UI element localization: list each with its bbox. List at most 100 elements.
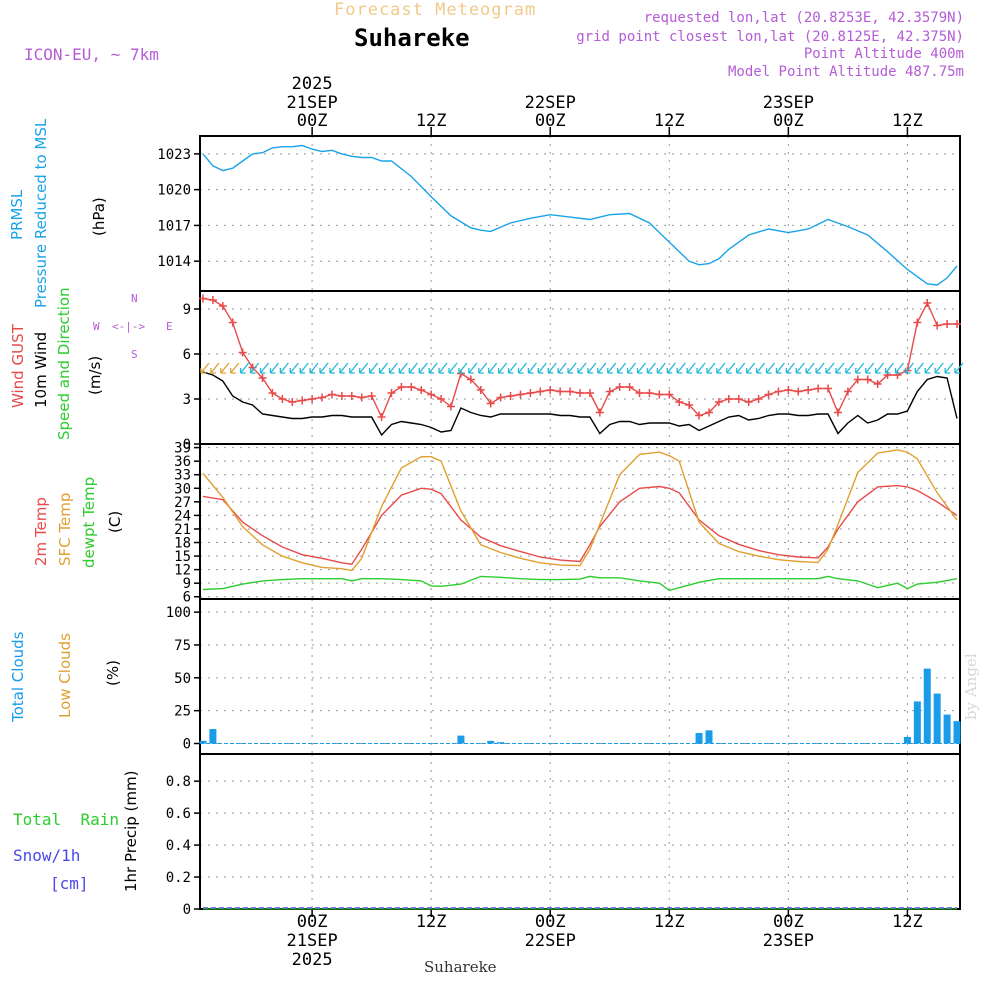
wind-direction-arrow xyxy=(349,362,359,374)
wind-direction-arrow xyxy=(309,362,319,374)
gust-marker xyxy=(675,398,684,406)
ytick-label-precip: 0.4 xyxy=(166,838,191,854)
bottom-time-label: 23SEP xyxy=(762,931,814,951)
bottom-time-label: 21SEP xyxy=(286,931,338,951)
wind-direction-arrow xyxy=(368,362,379,374)
wind-direction-arrow xyxy=(497,362,508,374)
gust-marker xyxy=(893,371,902,379)
ytick-label-clouds: 50 xyxy=(174,671,191,687)
gust-marker xyxy=(466,375,475,384)
gust-marker xyxy=(486,399,495,408)
cloud-bar xyxy=(913,701,921,744)
snow-unit: [cm] xyxy=(50,874,89,893)
gust-marker xyxy=(665,390,674,399)
wind-direction-arrow xyxy=(855,362,865,374)
wind-direction-arrow xyxy=(795,362,805,374)
cloud-bar xyxy=(487,740,495,744)
top-time-label: 21SEP xyxy=(286,93,338,113)
gust-marker xyxy=(516,390,525,399)
gust-marker xyxy=(496,393,505,402)
wind-direction-arrow xyxy=(646,362,656,374)
gust-marker xyxy=(804,386,813,394)
gust-marker xyxy=(218,302,227,310)
wind-direction-arrow xyxy=(736,362,746,374)
compass-west: W xyxy=(93,320,100,333)
wind-direction-arrow xyxy=(835,362,845,374)
wind-direction-arrow xyxy=(557,362,567,374)
cloud-bar xyxy=(209,729,217,744)
temp-2m-line xyxy=(202,484,958,565)
gust-marker xyxy=(814,384,823,393)
gust-marker xyxy=(784,386,793,394)
wind-direction-arrow xyxy=(468,362,478,374)
gust-marker xyxy=(506,392,515,400)
ytick-label-clouds: 25 xyxy=(174,704,191,720)
gust-marker xyxy=(228,318,237,327)
wind-direction-arrow xyxy=(359,362,369,374)
chart-title: Forecast Meteogram xyxy=(334,0,537,20)
wind-direction-arrow xyxy=(746,362,756,374)
wind-line xyxy=(202,371,958,437)
gust-marker xyxy=(824,384,833,393)
wind-direction-arrow xyxy=(706,362,716,374)
ytick-label-temp: 21 xyxy=(174,522,191,538)
grid-point-coords: grid point closest lon,lat (20.8125E, 42… xyxy=(576,29,964,45)
gust-marker xyxy=(308,395,317,403)
gust-marker xyxy=(873,380,882,388)
wind-direction-arrow xyxy=(319,362,329,374)
wind-direction-arrow xyxy=(537,362,547,374)
wind-direction-arrow xyxy=(696,362,706,374)
top-time-label: 00Z xyxy=(296,111,328,131)
gust-marker xyxy=(863,375,872,384)
wind-direction-arrow xyxy=(398,362,408,374)
wind-direction-arrow xyxy=(388,362,398,374)
pressure-line xyxy=(202,144,958,286)
ytick-label-temp: 6 xyxy=(183,590,191,606)
wind-direction-arrow xyxy=(458,362,468,374)
gust-marker xyxy=(774,387,783,396)
sfc-temp-line xyxy=(202,449,958,572)
wind-direction-arrow xyxy=(954,362,964,374)
wind-direction-arrow xyxy=(240,362,250,374)
gust-marker xyxy=(695,411,704,420)
ytick-label-temp: 15 xyxy=(174,549,191,565)
bottom-time-label: 00Z xyxy=(296,912,328,932)
ytick-label-temp: 18 xyxy=(174,536,191,552)
wind-direction-arrow xyxy=(755,362,766,374)
model-altitude: Model Point Altitude 487.75m xyxy=(727,64,964,80)
ytick-label-pressure: 1020 xyxy=(157,183,191,199)
wind-direction-arrow xyxy=(884,362,895,374)
wind-direction-arrow xyxy=(726,362,736,374)
wind-direction-arrow xyxy=(269,362,279,374)
gust-marker xyxy=(605,387,614,396)
gust-marker xyxy=(427,390,436,399)
wind-direction-arrow xyxy=(914,362,924,374)
wind-direction-arrow xyxy=(527,362,537,374)
point-altitude: Point Altitude 400m xyxy=(803,46,964,62)
wind-direction-arrow xyxy=(656,362,666,374)
gust-marker xyxy=(238,348,247,357)
wind-direction-arrow xyxy=(230,362,240,374)
wind-direction-arrow xyxy=(934,362,944,374)
bottom-time-label: 00Z xyxy=(772,912,804,932)
gust-marker xyxy=(387,389,396,397)
compass-arrows: <-|-> xyxy=(112,320,146,333)
wind-direction-arrow xyxy=(299,362,309,374)
wind-direction-arrow xyxy=(577,362,587,374)
wind-direction-arrow xyxy=(924,362,934,374)
ytick-label-temp: 30 xyxy=(174,481,191,497)
wind-direction-arrow xyxy=(944,362,954,374)
cloud-bar xyxy=(705,730,713,744)
wind-direction-arrow xyxy=(686,362,696,374)
gust-marker xyxy=(367,392,376,400)
wind-direction-arrow xyxy=(220,362,230,374)
gust-marker xyxy=(685,401,694,409)
wind-direction-arrow xyxy=(716,362,726,374)
wind-direction-arrow xyxy=(408,362,418,374)
compass-south: S xyxy=(131,348,138,361)
wind-direction-arrow xyxy=(567,362,577,374)
gust-marker xyxy=(794,387,803,396)
model-name: ICON-EU, ~ 7km xyxy=(24,45,159,64)
gust-marker xyxy=(347,392,356,400)
